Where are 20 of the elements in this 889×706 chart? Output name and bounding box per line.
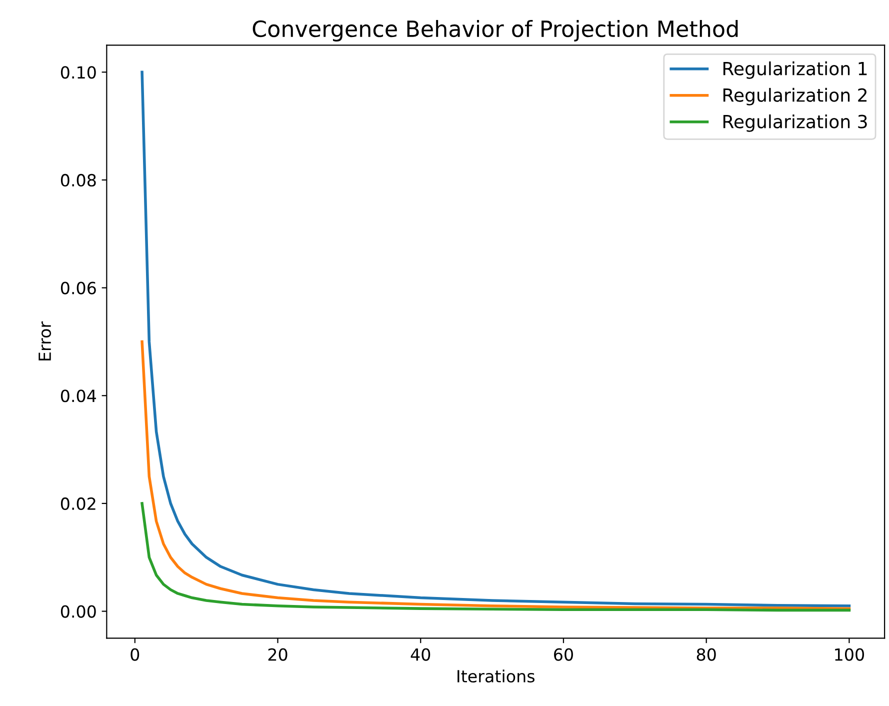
x-tick-label: 0	[130, 648, 140, 661]
legend-label: Regularization 2	[723, 88, 866, 106]
x-tick-label: 20	[268, 648, 288, 661]
y-tick-label: 0.08	[60, 174, 96, 187]
x-tick-label: 60	[554, 648, 573, 661]
chart-title: Convergence Behavior of Projection Method	[252, 20, 738, 42]
y-tick-label: 0.06	[60, 282, 96, 294]
y-axis-title: Error	[38, 321, 52, 360]
legend-label: Regularization 1	[723, 61, 867, 79]
legend-label: Regularization 3	[723, 114, 867, 132]
y-tick-label: 0.04	[60, 390, 96, 402]
y-tick-label: 0.00	[60, 605, 96, 618]
x-axis-title: Iterations	[458, 670, 534, 683]
x-tick-label: 40	[410, 648, 430, 661]
y-tick-label: 0.10	[60, 66, 96, 79]
line-series	[140, 502, 851, 612]
line-series	[140, 340, 851, 610]
y-tick-label: 0.02	[60, 497, 96, 510]
x-tick-label: 100	[835, 648, 864, 661]
x-tick-label: 80	[696, 648, 716, 661]
